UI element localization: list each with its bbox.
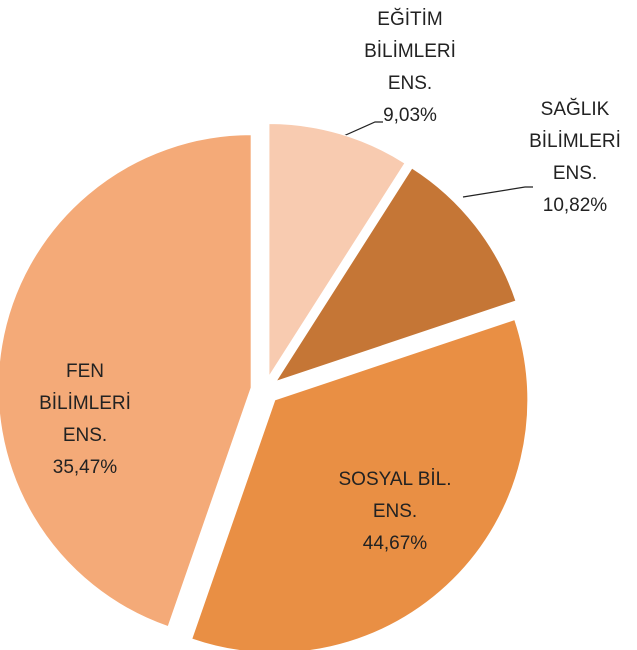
- slice-label: EĞİTİM BİLİMLERİ ENS.: [364, 8, 456, 94]
- value-label: 35,47%: [53, 457, 118, 478]
- slice-label: FEN BİLİMLERİ ENS.: [39, 361, 131, 446]
- value-label: 10,82%: [543, 195, 608, 216]
- slice-label: SOSYAL BİL. ENS.: [339, 469, 452, 522]
- pie-slice: [191, 318, 529, 650]
- value-label: 44,67%: [363, 533, 428, 554]
- slice-label: SAĞLIK BİLİMLERİ ENS.: [529, 98, 621, 184]
- leader-line: [462, 186, 533, 198]
- pie-slice: [0, 134, 252, 628]
- value-label: 9,03%: [383, 105, 437, 126]
- pie-slice: [274, 167, 517, 383]
- pie-slice: [268, 123, 406, 379]
